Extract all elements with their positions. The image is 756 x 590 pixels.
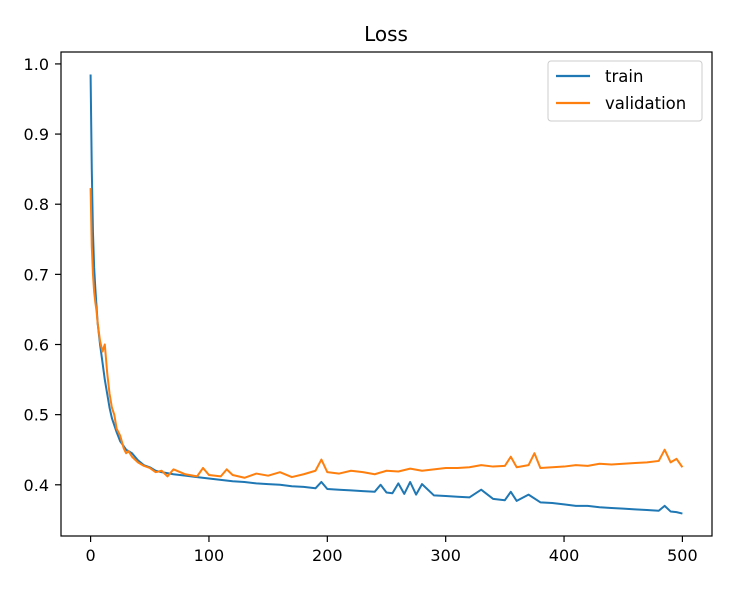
legend: train validation	[547, 60, 703, 122]
y-tick-label: 0.8	[24, 195, 49, 214]
y-tick-label: 0.6	[24, 336, 49, 355]
x-tick-label: 200	[312, 546, 343, 565]
x-tick-label: 100	[194, 546, 225, 565]
y-tick-label: 0.4	[24, 476, 49, 495]
x-tick-label: 500	[667, 546, 698, 565]
legend-label-validation: validation	[605, 94, 686, 113]
chart-title: Loss	[364, 22, 408, 46]
y-tick-label: 1.0	[24, 55, 49, 74]
plot-frame	[60, 51, 713, 537]
x-tick-label: 400	[549, 546, 580, 565]
y-tick-label: 0.9	[24, 125, 49, 144]
series-line-train	[89, 74, 683, 515]
y-tick-label: 0.5	[24, 406, 49, 425]
x-tick-label: 0	[85, 546, 95, 565]
y-tick-label: 0.7	[24, 265, 49, 284]
x-tick-label: 300	[430, 546, 461, 565]
series-layer	[89, 74, 684, 515]
legend-label-train: train	[605, 67, 643, 86]
axes-layer: 0 100 200 300 400 500 0.4 0.5 0.6 0.7 0.8 0.9 1.0	[24, 51, 713, 565]
series-line-validation	[89, 188, 684, 479]
